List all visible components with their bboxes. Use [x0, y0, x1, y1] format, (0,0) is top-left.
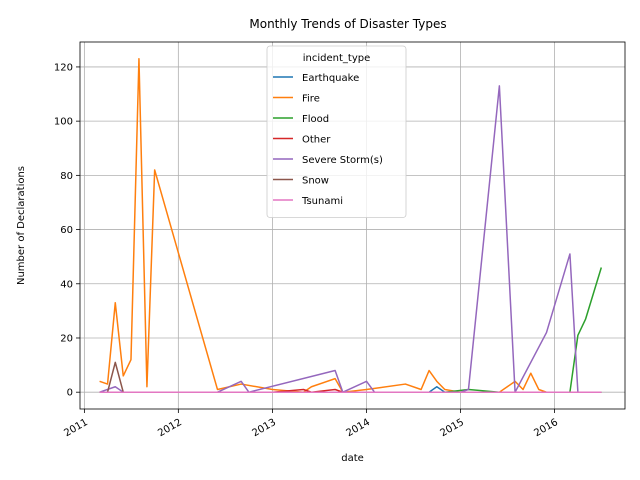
legend-entry: Other — [302, 135, 331, 146]
y-tick-label: 20 — [60, 333, 73, 344]
y-tick-label: 40 — [60, 279, 73, 290]
plot-area-frame — [79, 41, 626, 410]
y-tick-label: 100 — [54, 117, 73, 128]
legend-entry: Earthquake — [302, 73, 359, 84]
chart-title: Monthly Trends of Disaster Types — [249, 17, 446, 31]
legend-entry: Fire — [302, 94, 320, 105]
series-lines — [99, 58, 603, 393]
y-tick-label: 60 — [60, 225, 73, 236]
legend-entry: Flood — [302, 114, 329, 125]
legend: incident_type Earthquake Fire Flood Other Se… — [266, 45, 407, 218]
legend-box — [266, 45, 407, 218]
y-axis-label: Number of Declarations — [16, 166, 27, 285]
y-tick-label: 120 — [54, 62, 73, 73]
y-tick-label: 0 — [67, 388, 73, 399]
y-tick-label: 80 — [60, 171, 73, 182]
legend-title: incident_type — [303, 53, 371, 64]
x-axis-label: date — [341, 453, 364, 464]
legend-entry: Severe Storm(s) — [302, 155, 383, 166]
legend-entry: Tsunami — [301, 196, 343, 207]
legend-entry: Snow — [302, 176, 329, 187]
